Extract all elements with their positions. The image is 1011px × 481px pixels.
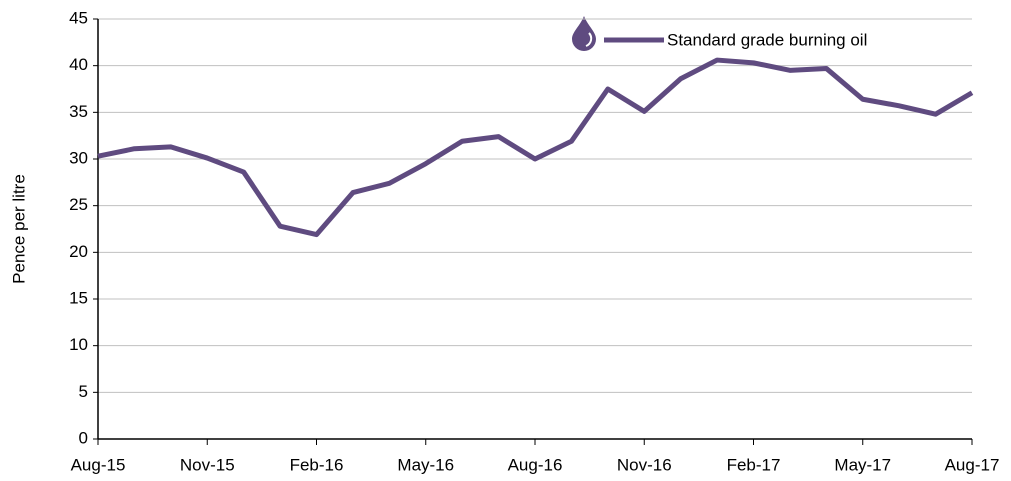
y-tick-label: 35 — [69, 102, 88, 121]
y-tick-label: 20 — [69, 242, 88, 261]
legend-label: Standard grade burning oil — [667, 30, 867, 49]
x-tick-label: Aug-15 — [71, 455, 126, 474]
x-tick-label: Feb-16 — [290, 455, 344, 474]
x-tick-label: Feb-17 — [727, 455, 781, 474]
y-tick-label: 30 — [69, 148, 88, 167]
x-tick-label: May-17 — [834, 455, 891, 474]
x-tick-label: Aug-16 — [508, 455, 563, 474]
legend-icon — [572, 16, 596, 51]
y-tick-label: 25 — [69, 195, 88, 214]
x-tick-label: Nov-15 — [180, 455, 235, 474]
y-tick-label: 0 — [79, 428, 88, 447]
x-tick-label: Aug-17 — [945, 455, 1000, 474]
y-tick-label: 40 — [69, 55, 88, 74]
y-tick-label: 45 — [69, 8, 88, 27]
legend-icon-highlight — [585, 32, 593, 47]
y-tick-label: 5 — [79, 382, 88, 401]
x-tick-label: Nov-16 — [617, 455, 672, 474]
x-tick-label: May-16 — [397, 455, 454, 474]
y-axis-label: Pence per litre — [9, 174, 28, 284]
y-tick-label: 15 — [69, 288, 88, 307]
line-series — [97, 57, 974, 238]
y-tick-label: 10 — [69, 335, 88, 354]
